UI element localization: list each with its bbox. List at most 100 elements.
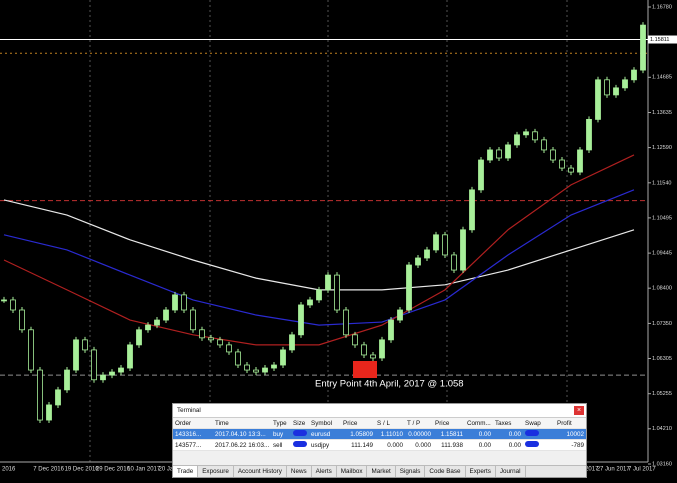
candle [19, 309, 25, 331]
candle [406, 264, 412, 311]
redaction [525, 430, 539, 436]
x-tick-label: 19 Dec 2016 [65, 467, 100, 473]
tab[interactable]: Experts [466, 466, 496, 477]
terminal-tabs: Trade Exposure Account History News Alerts Ma… [173, 465, 586, 477]
y-tick-label: 1.08400 [652, 286, 672, 292]
redacted-cell [291, 428, 309, 440]
candle [352, 334, 358, 346]
trade-row[interactable]: 143577... 2017.06.22 16:03... sell usdjpy 11… [173, 439, 586, 451]
terminal-title: Terminal [177, 407, 201, 414]
y-tick-label: 1.12590 [652, 145, 672, 151]
column-header: T / P [405, 418, 433, 429]
candle [523, 131, 529, 136]
price-level-label: 1.15811 [650, 37, 669, 43]
cell: 1.11010 [375, 428, 405, 440]
candle [46, 404, 52, 421]
redacted-cell [291, 439, 309, 451]
moving-average [3, 189, 635, 326]
tab[interactable]: News [287, 466, 312, 477]
candle [487, 149, 493, 161]
cell: 0.000 [405, 439, 433, 451]
candle [190, 309, 196, 331]
candle [181, 294, 187, 311]
trade-row[interactable]: 143316... 2017.04.10 13:3... buy eurusd 1.05… [173, 428, 586, 440]
column-header: Time [213, 418, 271, 429]
candle [172, 294, 178, 311]
tab[interactable]: Signals [396, 466, 426, 477]
y-tick-label: 1.13635 [652, 110, 672, 116]
candle [631, 69, 637, 81]
redaction [293, 430, 307, 436]
candle [217, 339, 223, 346]
candle [640, 24, 646, 71]
price-level-box [648, 35, 677, 44]
cell: 2017.06.22 16:03... [213, 439, 271, 451]
candle [613, 87, 619, 96]
candle [118, 367, 124, 373]
cell: 2017.04.10 13:3... [213, 428, 271, 440]
candle [433, 234, 439, 251]
redaction [293, 441, 307, 447]
candle [1, 299, 7, 302]
candle [73, 339, 79, 371]
x-tick-label: 27 Jun 2017 [597, 467, 631, 473]
candle [280, 349, 286, 366]
tab[interactable]: Code Base [425, 466, 466, 477]
candle [388, 319, 394, 341]
candle [253, 369, 259, 373]
candle [460, 229, 466, 271]
cell: 143316... [173, 428, 213, 440]
candle [496, 149, 502, 159]
y-tick-label: 1.03160 [652, 461, 672, 467]
candle [532, 131, 538, 141]
y-tick-label: 1.09445 [652, 251, 672, 257]
y-tick-label: 1.04210 [652, 426, 672, 432]
cell: 0.000 [375, 439, 405, 451]
entry-annotation: Entry Point 4th April, 2017 @ 1.058 [315, 379, 464, 390]
candle [307, 299, 313, 306]
tab[interactable]: Exposure [198, 466, 234, 477]
column-header: Order [173, 418, 213, 429]
tab[interactable]: Market [367, 466, 396, 477]
entry-marker [353, 361, 377, 378]
candle [55, 389, 61, 406]
tab[interactable]: Account History [234, 466, 287, 477]
candle [199, 329, 205, 339]
candle [136, 329, 142, 346]
y-tick-label: 1.07350 [652, 321, 672, 327]
cell: 1.15811 [433, 428, 465, 440]
cell: 111.938 [433, 439, 465, 451]
candle [469, 189, 475, 231]
column-header: Taxes [493, 418, 523, 429]
cell: buy [271, 428, 291, 440]
candle [361, 344, 367, 356]
column-header: Price [433, 418, 465, 429]
candle [127, 344, 133, 369]
candle [577, 149, 583, 173]
tab[interactable]: Mailbox [337, 466, 368, 477]
candle [163, 309, 169, 321]
x-tick-label: 10 Jan 2017 [127, 467, 161, 473]
tab[interactable]: Journal [496, 466, 526, 477]
tab[interactable]: Trade [173, 466, 199, 477]
candle [415, 257, 421, 266]
terminal-window: Terminal × Order Time Type Size Symbol Price S … [172, 403, 587, 478]
candle [271, 364, 277, 369]
cell: usdjpy [309, 439, 341, 451]
candle [100, 374, 106, 381]
candle [325, 274, 331, 291]
y-tick-label: 1.06305 [652, 356, 672, 362]
x-tick-label: 7 Dec 2016 [33, 467, 64, 473]
candle [568, 167, 574, 173]
cell: 143577... [173, 439, 213, 451]
tab[interactable]: Alerts [312, 466, 337, 477]
close-button[interactable]: × [574, 406, 584, 415]
column-header: Size [291, 418, 309, 429]
candle [91, 349, 97, 381]
cell: -789 [555, 439, 586, 451]
y-tick-label: 1.16780 [652, 4, 672, 10]
y-tick-label: 1.11540 [652, 180, 671, 186]
candle [244, 364, 250, 371]
candle [64, 369, 70, 391]
